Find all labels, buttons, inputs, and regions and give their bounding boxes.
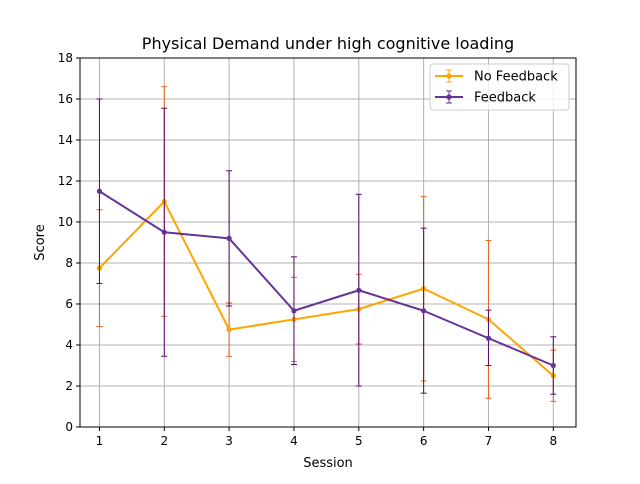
x-tick-label: 7 <box>485 434 493 448</box>
data-point <box>291 308 297 314</box>
legend-label: No Feedback <box>474 70 558 85</box>
data-point <box>226 235 232 241</box>
series-line <box>98 200 554 377</box>
y-tick-label: 12 <box>58 174 73 188</box>
data-point <box>421 308 427 314</box>
y-axis-label: Score <box>33 224 48 260</box>
data-point <box>161 229 167 235</box>
y-tick-label: 4 <box>65 338 73 352</box>
y-tick-label: 18 <box>58 51 73 65</box>
legend-label: Feedback <box>474 91 536 106</box>
legend-marker <box>446 94 452 100</box>
x-tick-label: 4 <box>290 434 298 448</box>
y-tick-label: 14 <box>58 133 73 147</box>
legend-marker <box>446 73 452 79</box>
y-tick-label: 2 <box>65 379 73 393</box>
legend: No Feedback Feedback <box>429 63 570 111</box>
x-tick-label: 3 <box>225 434 233 448</box>
data-point <box>485 335 492 341</box>
x-tick-label: 2 <box>160 434 168 448</box>
legend-entry: Feedback <box>435 90 536 106</box>
y-tick-label: 10 <box>58 215 73 229</box>
x-axis-label: Session <box>303 456 353 471</box>
legend-entry: No Feedback <box>435 69 558 85</box>
y-tick-label: 0 <box>65 420 73 434</box>
y-tick-label: 6 <box>65 297 73 311</box>
data-point <box>226 327 232 333</box>
x-tick-label: 6 <box>420 434 428 448</box>
y-tick-label: 8 <box>65 256 73 270</box>
data-point <box>356 287 362 293</box>
series-line <box>98 190 554 367</box>
series-feedback <box>96 98 557 395</box>
x-axis: 1 2 3 4 5 6 7 8 <box>96 427 557 448</box>
data-point <box>96 188 103 194</box>
y-axis: 0 2 4 6 8 10 12 14 16 18 <box>58 51 80 434</box>
x-tick-label: 5 <box>355 434 363 448</box>
y-tick-label: 16 <box>58 92 73 106</box>
legend-box <box>429 63 570 111</box>
chart-title: Physical Demand under high cognitive loa… <box>142 34 514 53</box>
series-layer <box>96 86 557 402</box>
plot-frame <box>79 57 577 428</box>
data-point <box>550 362 556 369</box>
x-tick-label: 8 <box>549 434 557 448</box>
x-tick-label: 1 <box>96 434 104 448</box>
